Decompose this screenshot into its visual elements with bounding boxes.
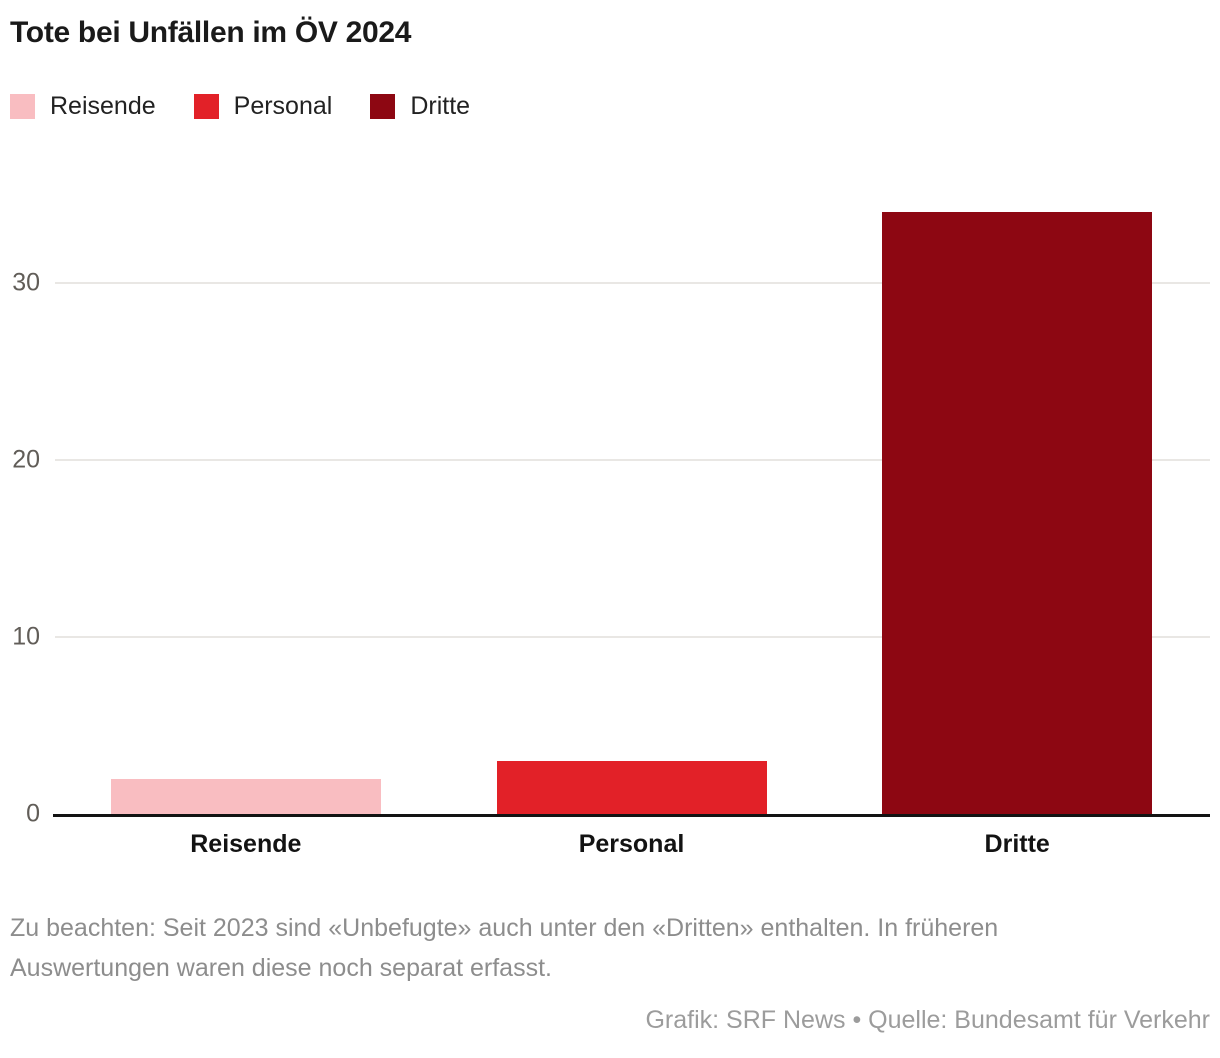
legend-label: Personal bbox=[233, 92, 333, 120]
bar-column bbox=[824, 166, 1210, 814]
legend-label: Dritte bbox=[410, 92, 471, 120]
legend-item-reisende: Reisende bbox=[10, 92, 156, 121]
y-tick-label: 30 bbox=[12, 268, 40, 297]
footnote: Zu beachten: Seit 2023 sind «Unbefugte» … bbox=[10, 914, 999, 982]
legend-item-dritte: Dritte bbox=[370, 92, 470, 121]
y-tick-label: 20 bbox=[12, 445, 40, 474]
x-axis-label: Personal bbox=[578, 830, 685, 858]
legend-label: Reisende bbox=[50, 92, 156, 120]
legend-swatch-icon bbox=[370, 94, 396, 119]
bar-personal bbox=[496, 760, 767, 814]
x-axis-line bbox=[53, 814, 1210, 817]
chart: 0 10 20 30 Reisende Personal Dritte bbox=[12, 166, 1210, 858]
bar-column bbox=[439, 166, 825, 814]
y-tick-label: 10 bbox=[12, 622, 40, 651]
gridline bbox=[55, 635, 1210, 638]
source-credit: Grafik: SRF News • Quelle: Bundesamt für… bbox=[645, 1006, 1210, 1034]
legend-swatch-icon bbox=[10, 94, 35, 119]
gridline bbox=[55, 458, 1210, 461]
x-axis-labels: Reisende Personal Dritte bbox=[53, 830, 1210, 859]
bar-reisende bbox=[110, 778, 381, 814]
page-title: Tote bei Unfällen im ÖV 2024 bbox=[10, 16, 412, 49]
bars bbox=[53, 166, 1210, 814]
bar-dritte bbox=[882, 212, 1153, 814]
legend-item-personal: Personal bbox=[193, 92, 333, 121]
bar-column bbox=[53, 166, 439, 814]
x-axis-label: Dritte bbox=[984, 830, 1050, 858]
x-axis-label: Reisende bbox=[190, 830, 302, 858]
gridline bbox=[55, 281, 1210, 284]
legend: Reisende Personal Dritte bbox=[10, 92, 470, 121]
legend-swatch-icon bbox=[193, 94, 219, 119]
y-tick-label: 0 bbox=[26, 799, 40, 828]
